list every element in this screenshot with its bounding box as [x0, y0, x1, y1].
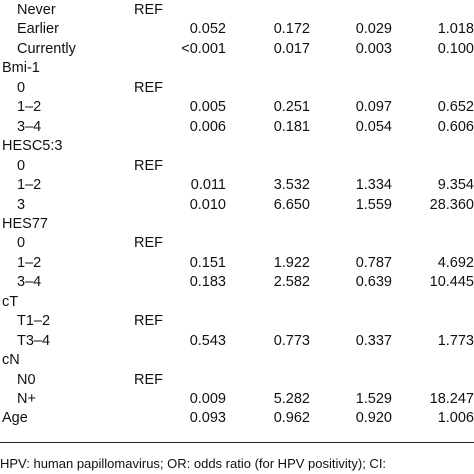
value-cell: 0.151: [189, 254, 226, 271]
value-cell: 2.582: [273, 274, 310, 291]
row-label: 1–2: [17, 254, 42, 271]
value-cell: 0.052: [189, 21, 226, 38]
value-cell: 0.005: [189, 99, 226, 116]
value-cell: 0.543: [189, 332, 226, 349]
row-label: 1–2: [17, 99, 42, 116]
row-label: 0: [17, 157, 26, 174]
row-label: 3–4: [17, 118, 42, 135]
value-cell: 18.247: [429, 391, 474, 407]
ref-cell: REF: [134, 371, 163, 388]
value-cell: 0.181: [273, 118, 310, 135]
ref-cell: REF: [134, 79, 163, 96]
row-label: Bmi-1: [2, 60, 40, 77]
value-cell: 0.787: [355, 254, 392, 271]
footnote: HPV: human papillomavirus; OR: odds rati…: [0, 456, 387, 471]
value-cell: 1.334: [355, 177, 392, 194]
value-cell: 6.650: [273, 196, 310, 213]
value-cell: 0.009: [189, 391, 226, 407]
ref-cell: REF: [134, 235, 163, 252]
ref-cell: REF: [134, 313, 163, 330]
value-cell: 0.962: [273, 410, 310, 427]
value-cell: 1.529: [355, 391, 392, 407]
row-label: Currently: [17, 40, 76, 57]
row-label: 3–4: [17, 274, 42, 291]
value-cell: 0.003: [355, 40, 392, 57]
value-cell: 0.006: [189, 118, 226, 135]
row-label: Never: [17, 2, 56, 18]
value-cell: 1.773: [437, 332, 474, 349]
value-cell: 3.532: [273, 177, 310, 194]
value-cell: 0.093: [189, 410, 226, 427]
value-cell: 28.360: [429, 196, 474, 213]
value-cell: 1.018: [437, 21, 474, 38]
row-label: T3–4: [17, 332, 51, 349]
row-label: 0: [17, 235, 26, 252]
value-cell: 0.337: [355, 332, 392, 349]
row-label: T1–2: [17, 313, 51, 330]
row-label: Earlier: [17, 21, 59, 38]
value-cell: 0.920: [355, 410, 392, 427]
ref-cell: REF: [134, 157, 163, 174]
value-cell: 0.172: [273, 21, 310, 38]
value-cell: <0.001: [181, 40, 226, 57]
row-label: 3: [17, 196, 26, 213]
value-cell: 0.652: [437, 99, 474, 116]
row-label: 0: [17, 79, 26, 96]
value-cell: 0.054: [355, 118, 392, 135]
row-label: cN: [2, 352, 20, 369]
value-cell: 0.011: [190, 177, 226, 194]
value-cell: 0.773: [273, 332, 310, 349]
value-cell: 0.029: [355, 21, 392, 38]
value-cell: 0.251: [273, 99, 310, 116]
row-label: N+: [17, 391, 36, 407]
value-cell: 1.006: [437, 410, 474, 427]
value-cell: 0.010: [189, 196, 226, 213]
value-cell: 0.017: [273, 40, 310, 57]
row-label: cT: [2, 293, 19, 310]
row-label: N0: [17, 371, 36, 388]
value-cell: 1.922: [273, 254, 310, 271]
value-cell: 0.606: [437, 118, 474, 135]
value-cell: 4.692: [437, 254, 474, 271]
value-cell: 10.445: [429, 274, 474, 291]
value-cell: 0.639: [355, 274, 392, 291]
ref-cell: REF: [134, 2, 163, 18]
value-cell: 0.183: [189, 274, 226, 291]
table-rule: [0, 442, 474, 443]
value-cell: 0.100: [437, 40, 474, 57]
value-cell: 9.354: [437, 177, 474, 194]
row-label: 1–2: [17, 177, 42, 194]
value-cell: 0.097: [355, 99, 392, 116]
row-label: HESC5:3: [2, 138, 63, 155]
row-label: HES77: [2, 215, 48, 232]
row-label: Age: [2, 410, 28, 427]
value-cell: 5.282: [273, 391, 310, 407]
value-cell: 1.559: [355, 196, 392, 213]
